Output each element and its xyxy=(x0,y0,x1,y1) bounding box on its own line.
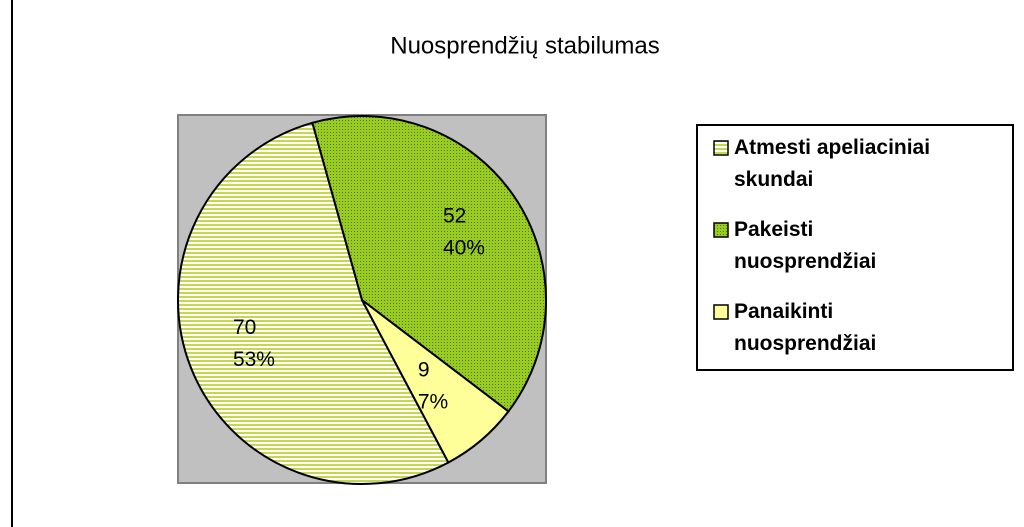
legend-label-line: Atmesti apeliaciniai xyxy=(734,136,930,159)
legend-label: Atmesti apeliaciniai skundai xyxy=(734,136,930,191)
legend-label-line: nuosprendžiai xyxy=(734,250,876,273)
data-label: 70 xyxy=(233,316,256,339)
legend-swatch xyxy=(713,304,729,320)
data-label: 52 xyxy=(443,204,466,227)
legend-label-line: Panaikinti xyxy=(734,300,833,323)
legend-label: Pakeisti nuosprendžiai xyxy=(734,218,876,273)
data-label: 9 xyxy=(418,358,430,381)
legend-swatch xyxy=(713,140,729,156)
chart-title: Nuosprendžių stabilumas xyxy=(390,32,659,59)
pie-slice xyxy=(361,299,510,464)
data-label: 53% xyxy=(233,348,275,371)
pie-slice xyxy=(177,121,450,485)
legend-label: Panaikinti nuosprendžiai xyxy=(734,300,876,355)
data-label: 7% xyxy=(418,390,448,413)
pie-slice xyxy=(311,115,547,413)
legend-label-line: nuosprendžiai xyxy=(734,332,876,355)
legend xyxy=(696,124,1014,371)
legend-swatch xyxy=(713,222,729,238)
data-label: 40% xyxy=(443,236,485,259)
legend-label-line: Pakeisti xyxy=(734,218,813,241)
legend-label-line: skundai xyxy=(734,168,813,191)
